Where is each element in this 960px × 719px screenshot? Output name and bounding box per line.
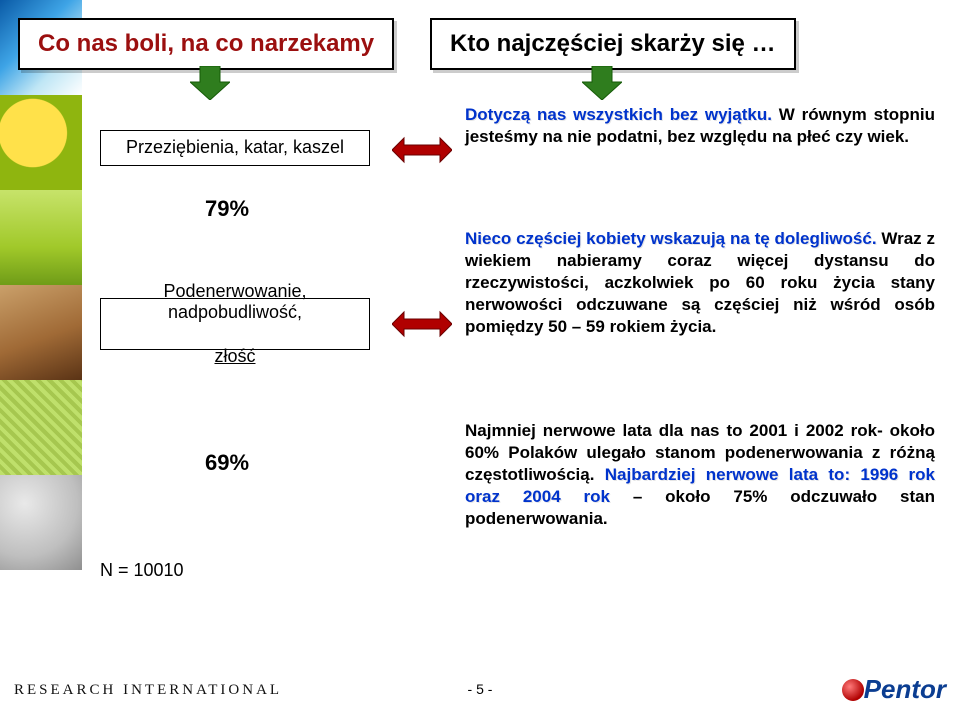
footer-right-logo: Pentor xyxy=(842,674,946,705)
row1-percent: 79% xyxy=(205,196,249,222)
n-label: N = 10010 xyxy=(100,560,184,581)
row2-label-line1: Podenerwowanie, nadpobudliwość, xyxy=(107,281,363,324)
text1-lead: Dotyczą nas wszystkich bez wyjątku. xyxy=(465,105,772,124)
photo-tile xyxy=(0,475,82,570)
text3-lead1: Najmniej nerwowe lata dla nas to 2001 i … xyxy=(465,421,877,440)
side-photo-strip xyxy=(0,0,82,570)
down-arrow-icon xyxy=(582,66,622,100)
text-block-3: Najmniej nerwowe lata dla nas to 2001 i … xyxy=(465,420,935,530)
title-right-box: Kto najczęściej skarży się … xyxy=(430,18,796,70)
row1-label: Przeziębienia, katar, kaszel xyxy=(126,137,344,157)
row2-label-box: Podenerwowanie, nadpobudliwość, złość xyxy=(100,298,370,350)
row1-label-box: Przeziębienia, katar, kaszel xyxy=(100,130,370,166)
text2-lead: Nieco częściej kobiety wskazują na tę do… xyxy=(465,229,877,248)
title-left-text: Co nas boli, na co narzekamy xyxy=(38,30,374,57)
photo-tile xyxy=(0,380,82,475)
photo-tile xyxy=(0,190,82,285)
text-block-1: Dotyczą nas wszystkich bez wyjątku. W ró… xyxy=(465,104,935,148)
row2-percent: 69% xyxy=(205,450,249,476)
photo-tile xyxy=(0,285,82,380)
page-number: - 5 - xyxy=(468,681,493,697)
footer-right-text: Pentor xyxy=(864,674,946,704)
double-arrow-icon xyxy=(392,136,452,164)
footer-left-logo: RESEARCH INTERNATIONAL xyxy=(14,682,282,699)
row2-label-line2: złość xyxy=(107,346,363,368)
text-block-2: Nieco częściej kobiety wskazują na tę do… xyxy=(465,228,935,338)
pentor-orb-icon xyxy=(842,679,864,701)
title-right-text: Kto najczęściej skarży się … xyxy=(450,30,776,57)
down-arrow-icon xyxy=(190,66,230,100)
photo-tile xyxy=(0,95,82,190)
title-left-box: Co nas boli, na co narzekamy xyxy=(18,18,394,70)
double-arrow-icon xyxy=(392,310,452,338)
